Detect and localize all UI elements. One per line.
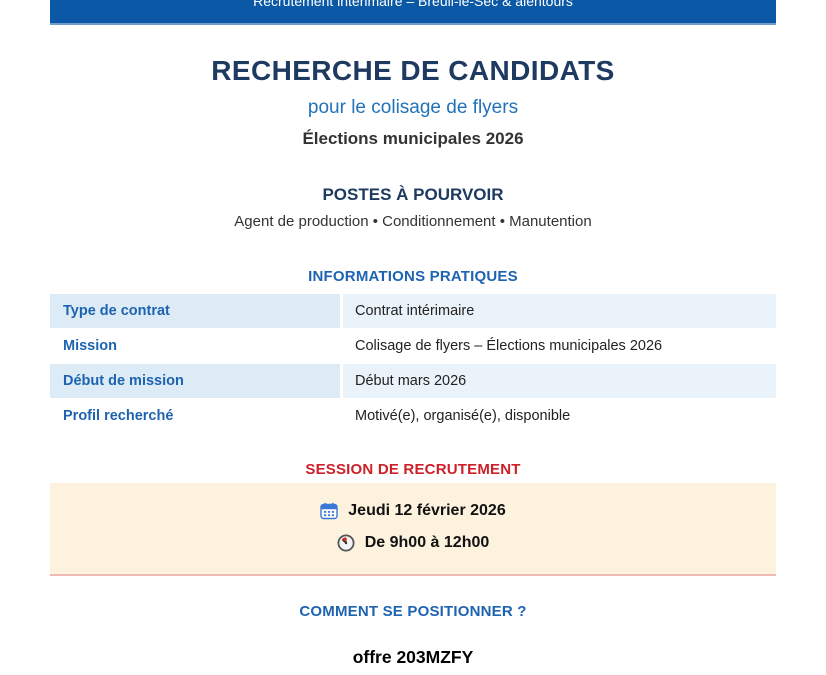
page-subtitle: pour le colisage de flyers	[307, 97, 519, 119]
row-value: Contrat intérimaire	[340, 294, 776, 329]
session-box: Jeudi 12 février 2026 De 9h00 à 12h00	[50, 483, 776, 577]
postes-heading: POSTES À POURVOIR	[322, 185, 504, 205]
info-table: Type de contrat Contrat intérimaire Miss…	[50, 294, 776, 435]
table-row: Début de mission Début mars 2026	[50, 364, 776, 400]
session-heading: SESSION DE RECRUTEMENT	[305, 461, 521, 479]
row-value: Colisage de flyers – Élections municipal…	[340, 329, 776, 364]
session-date: Jeudi 12 février 2026	[348, 502, 506, 520]
page-subtitle-year: Élections municipales 2026	[302, 129, 524, 149]
row-value: Motivé(e), organisé(e), disponible	[340, 399, 776, 434]
row-value: Début mars 2026	[340, 364, 776, 399]
row-label: Mission	[63, 338, 117, 355]
session-date-line: Jeudi 12 février 2026	[50, 501, 776, 521]
row-label: Type de contrat	[50, 294, 340, 329]
table-row: Mission Colisage de flyers – Élections m…	[50, 329, 776, 365]
flyer-page: Recrutement intérimaire – Breuil-le-Sec …	[50, 0, 776, 668]
page-title: RECHERCHE DE CANDIDATS	[211, 55, 615, 86]
banner-text: Recrutement intérimaire – Breuil-le-Sec …	[253, 0, 573, 9]
clock-icon	[337, 534, 355, 552]
row-label: Début de mission	[50, 364, 340, 399]
table-row: Type de contrat Contrat intérimaire	[50, 294, 776, 330]
postes-list: Agent de production • Conditionnement • …	[234, 213, 592, 231]
table-row: Profil recherché Motivé(e), organisé(e),…	[50, 399, 776, 435]
session-time-line: De 9h00 à 12h00	[50, 533, 776, 553]
offer-code: offre 203MZFY	[352, 647, 474, 668]
apply-heading: COMMENT SE POSITIONNER ?	[299, 603, 527, 621]
calendar-icon	[320, 502, 338, 520]
info-heading: INFORMATIONS PRATIQUES	[308, 268, 518, 286]
session-time: De 9h00 à 12h00	[364, 534, 490, 552]
row-label: Profil recherché	[63, 408, 174, 425]
top-banner: Recrutement intérimaire – Breuil-le-Sec …	[50, 0, 776, 25]
